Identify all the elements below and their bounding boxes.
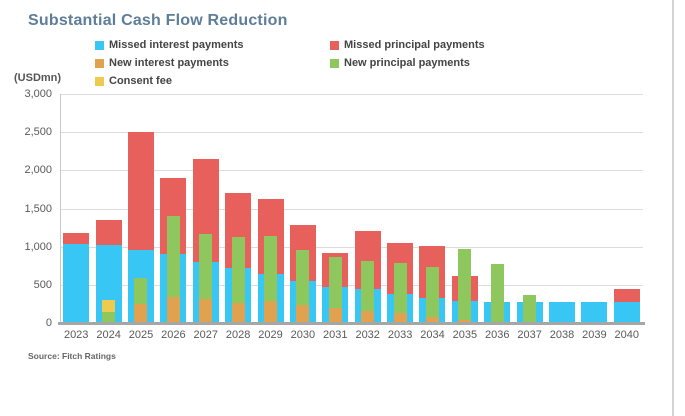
bar-segment-new-principal-payments-2030 bbox=[296, 250, 310, 305]
y-tick-label: 2,000 bbox=[24, 164, 52, 177]
x-tick-label-2024: 2024 bbox=[96, 329, 121, 341]
bar-segment-new-principal-payments-2032 bbox=[361, 261, 375, 311]
bar-segment-missed-principal-payments-2023 bbox=[63, 232, 90, 245]
bar-segment-new-interest-payments-2035 bbox=[458, 319, 472, 323]
x-tick-label-2031: 2031 bbox=[323, 329, 348, 341]
bar-segment-new-interest-payments-2034 bbox=[425, 316, 439, 323]
bar-segment-new-principal-payments-2033 bbox=[393, 263, 407, 314]
gridline-2,500 bbox=[60, 132, 643, 134]
legend-swatch bbox=[95, 40, 104, 50]
x-tick-label-2036: 2036 bbox=[485, 329, 510, 341]
x-tick-label-2033: 2033 bbox=[387, 329, 413, 341]
bar-segment-new-principal-payments-2024 bbox=[102, 311, 116, 323]
source-note: Source: Fitch Ratings bbox=[28, 351, 116, 361]
legend-swatch bbox=[330, 40, 339, 50]
y-tick-label: 1,500 bbox=[24, 202, 52, 215]
x-tick-label-2026: 2026 bbox=[161, 329, 186, 341]
x-tick-label-2028: 2028 bbox=[225, 329, 251, 341]
bar-segment-missed-interest-payments-2038 bbox=[549, 302, 576, 323]
bar-segment-new-principal-payments-2036 bbox=[490, 264, 504, 323]
y-axis-line bbox=[60, 94, 61, 323]
legend-label: New principal payments bbox=[344, 57, 470, 69]
bar-segment-new-principal-payments-2029 bbox=[264, 235, 278, 301]
gridline-500 bbox=[60, 284, 643, 286]
bar-segment-missed-interest-payments-2039 bbox=[581, 302, 608, 323]
x-tick-label-2025: 2025 bbox=[128, 329, 154, 341]
bar-segment-consent-fee-2024 bbox=[102, 300, 116, 312]
y-axis-unit-label: (USDmn) bbox=[14, 72, 62, 84]
bar-segment-new-principal-payments-2026 bbox=[166, 216, 180, 298]
legend-swatch bbox=[95, 58, 104, 68]
legend-label: Consent fee bbox=[109, 75, 172, 87]
bar-segment-missed-principal-payments-2024 bbox=[95, 219, 122, 246]
x-tick-label-2035: 2035 bbox=[452, 329, 478, 341]
x-tick-label-2032: 2032 bbox=[355, 329, 380, 341]
legend-item-3: New principal payments bbox=[330, 56, 485, 70]
x-tick-label-2037: 2037 bbox=[517, 329, 542, 341]
bar-segment-new-principal-payments-2031 bbox=[328, 256, 342, 309]
legend-item-0: Missed interest payments bbox=[95, 38, 330, 52]
y-tick-label: 2,500 bbox=[24, 126, 52, 139]
x-tick-label-2034: 2034 bbox=[420, 329, 445, 341]
bar-segment-new-interest-payments-2031 bbox=[328, 308, 342, 323]
bar-segment-new-interest-payments-2033 bbox=[393, 313, 407, 323]
y-tick-label: 3,000 bbox=[24, 88, 52, 100]
y-tick-label: 1,000 bbox=[24, 240, 52, 253]
y-tick-label: 0 bbox=[45, 317, 52, 329]
x-tick-label-2039: 2039 bbox=[582, 329, 607, 341]
bar-segment-new-principal-payments-2028 bbox=[231, 236, 245, 304]
bar-segment-new-principal-payments-2025 bbox=[134, 277, 148, 304]
x-tick-label-2038: 2038 bbox=[549, 329, 575, 341]
x-tick-label-2027: 2027 bbox=[193, 329, 218, 341]
bar-segment-new-principal-payments-2035 bbox=[458, 248, 472, 320]
bar-segment-missed-principal-payments-2025 bbox=[127, 132, 154, 251]
legend-swatch bbox=[330, 58, 339, 68]
legend-label: Missed principal payments bbox=[344, 39, 485, 51]
legend-label: Missed interest payments bbox=[109, 39, 244, 51]
x-tick-label-2029: 2029 bbox=[258, 329, 283, 341]
legend-label: New interest payments bbox=[109, 57, 229, 69]
gridline-3,000 bbox=[60, 94, 643, 95]
x-axis-line bbox=[58, 322, 645, 325]
bar-segment-new-interest-payments-2030 bbox=[296, 304, 310, 323]
bar-segment-new-principal-payments-2027 bbox=[199, 234, 213, 300]
bar-segment-missed-interest-payments-2023 bbox=[63, 244, 90, 323]
bar-segment-new-principal-payments-2034 bbox=[425, 267, 439, 317]
x-tick-label-2040: 2040 bbox=[614, 329, 640, 341]
bar-segment-missed-interest-payments-2040 bbox=[613, 302, 640, 323]
bar-segment-new-interest-payments-2032 bbox=[361, 310, 375, 323]
gridline-1,000 bbox=[60, 246, 643, 248]
x-tick-label-2030: 2030 bbox=[290, 329, 316, 341]
bar-segment-new-principal-payments-2037 bbox=[523, 294, 537, 323]
bar-segment-missed-principal-payments-2040 bbox=[613, 289, 640, 303]
bar-segment-new-interest-payments-2027 bbox=[199, 299, 213, 323]
legend-item-2: New interest payments bbox=[95, 56, 330, 70]
bar-segment-new-interest-payments-2026 bbox=[166, 297, 180, 323]
chart-legend: Missed interest payments Missed principal… bbox=[95, 38, 485, 88]
x-tick-label-2023: 2023 bbox=[63, 329, 89, 341]
gridline-1,500 bbox=[60, 208, 643, 210]
bar-segment-new-interest-payments-2025 bbox=[134, 303, 148, 323]
y-tick-label: 500 bbox=[33, 278, 52, 291]
bar-segment-new-interest-payments-2029 bbox=[264, 300, 278, 323]
bar-segment-new-interest-payments-2028 bbox=[231, 303, 245, 323]
gridline-2,000 bbox=[60, 170, 643, 172]
chart-title: Substantial Cash Flow Reduction bbox=[28, 12, 288, 29]
window-right-border bbox=[672, 0, 674, 416]
legend-swatch bbox=[95, 76, 104, 86]
legend-item-4: Consent fee bbox=[95, 74, 330, 88]
legend-item-1: Missed principal payments bbox=[330, 38, 485, 52]
